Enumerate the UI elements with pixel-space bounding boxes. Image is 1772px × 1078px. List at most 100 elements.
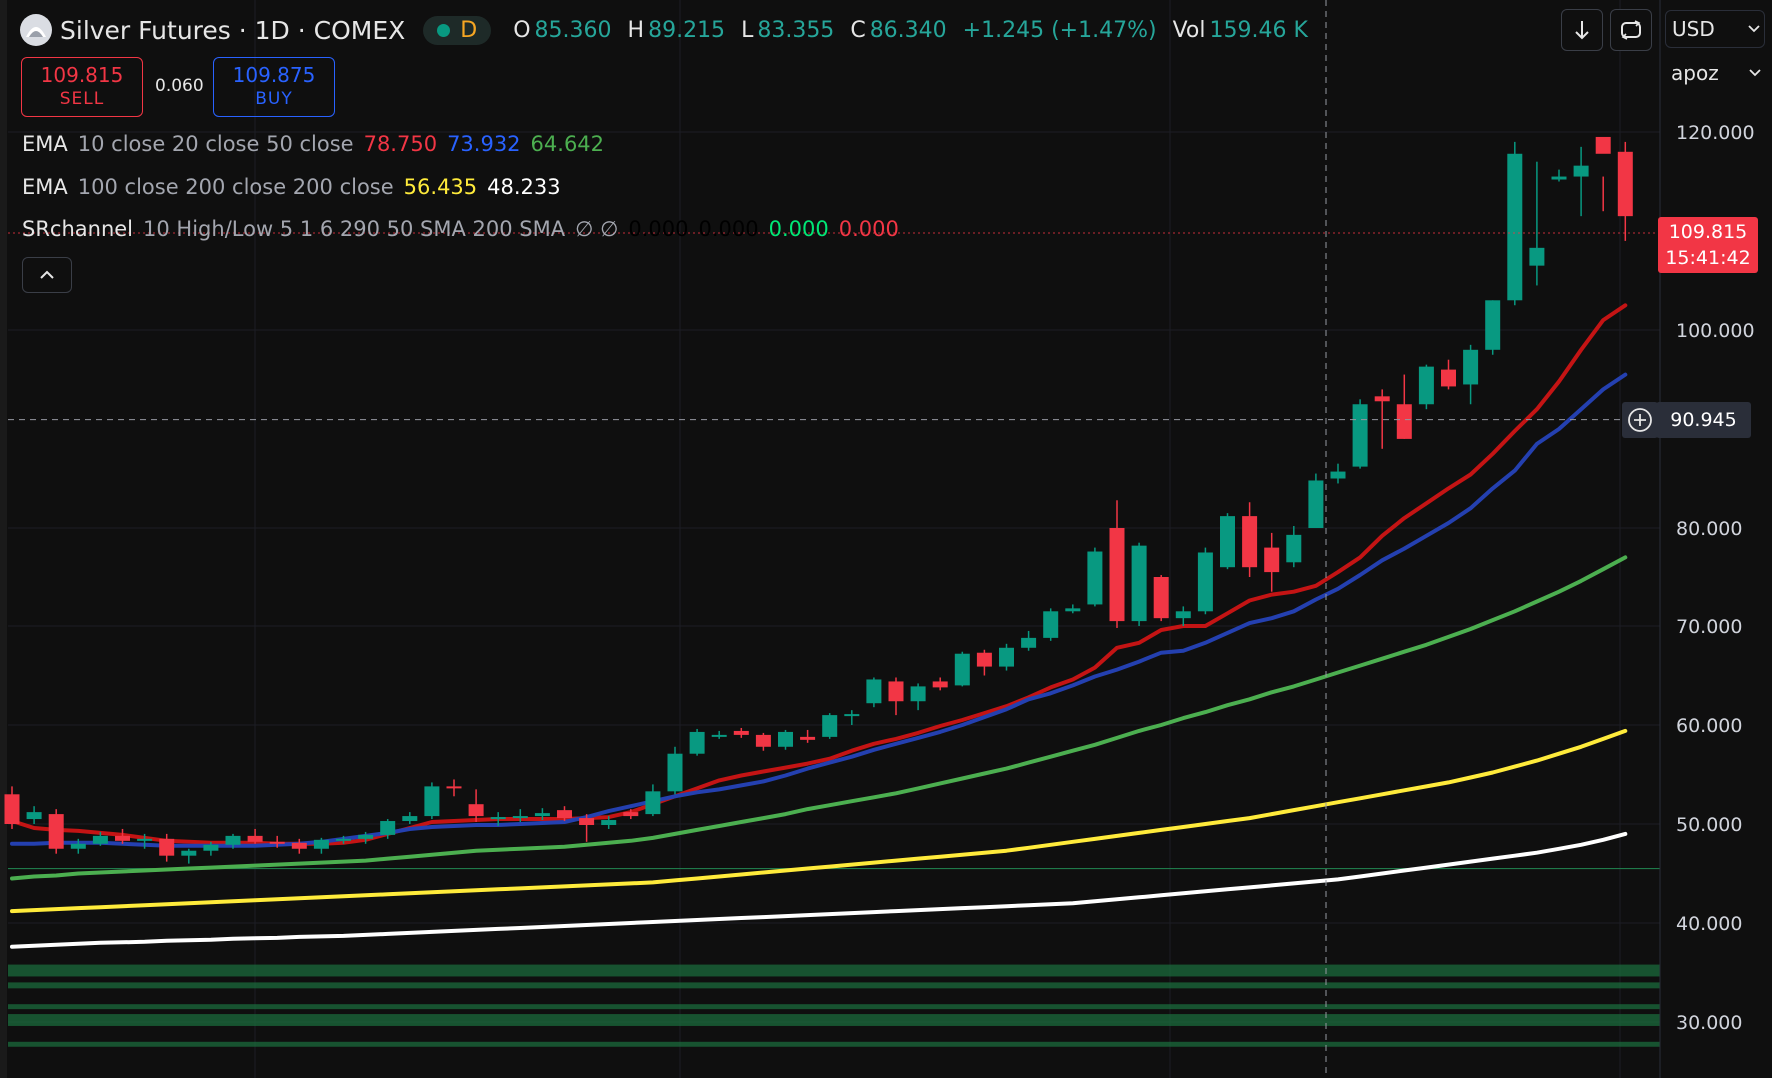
indicator-srchannel[interactable]: SRchannel 10 High/Low 5 1 6 290 50 SMA 2… (22, 217, 899, 241)
close-value: 86.340 (869, 17, 947, 43)
candle-body (822, 715, 838, 737)
ohlc-values: O 85.360 H 89.215 L 83.355 C 86.340 +1.245 (… (513, 18, 1320, 43)
indicator-ema-1[interactable]: EMA 10 close 20 close 50 close 78.750 73… (22, 132, 604, 156)
candle-body (181, 850, 197, 856)
candle-body (336, 838, 351, 841)
candle-body (1264, 547, 1280, 573)
candle-body (159, 838, 175, 856)
sell-button[interactable]: 109.815 SELL (21, 57, 143, 117)
currency-select[interactable]: USD (1665, 10, 1765, 48)
spread-value: 0.060 (155, 76, 204, 96)
price-tick-label: 40.000 (1676, 913, 1742, 935)
volume-value: 159.46 K (1209, 17, 1308, 43)
ema20-value: 73.932 (447, 132, 521, 156)
candle-body (291, 842, 307, 849)
candle-body (380, 821, 396, 835)
sr-value-2: 0.000 (698, 217, 759, 241)
sr-zone (8, 1041, 1660, 1047)
candle-body (711, 734, 727, 737)
open-label: O (513, 17, 531, 43)
ema-50-line (10, 555, 1628, 881)
candle-body (247, 835, 263, 842)
candle-body (999, 647, 1014, 667)
indicator-ema-2[interactable]: EMA 100 close 200 close 200 close 56.435… (22, 175, 561, 199)
candle-body (1175, 611, 1191, 619)
sell-label: SELL (59, 89, 105, 109)
buy-button[interactable]: 109.875 BUY (213, 57, 335, 117)
candle-body (1242, 516, 1258, 568)
candle-body (1330, 471, 1346, 479)
market-open-dot-icon (437, 23, 451, 37)
candle-body (1352, 404, 1368, 467)
candle-body (70, 843, 86, 849)
candle-body (866, 679, 882, 704)
indicator-params: 10 close 20 close 50 close (77, 132, 354, 156)
add-alert-button[interactable] (1622, 402, 1658, 438)
ema200-value: 48.233 (487, 175, 561, 199)
plus-circle-icon (1628, 408, 1652, 432)
high-value: 89.215 (648, 17, 726, 43)
candle-body (778, 731, 793, 747)
candle-body (1507, 153, 1523, 301)
ema100-value: 56.435 (403, 175, 478, 199)
ema-100-line (10, 728, 1628, 914)
account-select[interactable]: apoz (1665, 54, 1765, 92)
candle-body (1441, 369, 1456, 387)
market-status-badge[interactable]: D (423, 15, 492, 45)
candle-body (932, 681, 948, 688)
fullscreen-button[interactable] (1610, 9, 1652, 51)
candle-body (1286, 534, 1302, 563)
candle-body (468, 804, 484, 817)
candle-body (1131, 545, 1147, 622)
download-button[interactable] (1561, 9, 1603, 51)
price-tick-label: 60.000 (1676, 715, 1742, 737)
candle-body (800, 736, 816, 740)
candle-body (1551, 176, 1567, 180)
candle-body (1109, 528, 1125, 622)
sr-zone (8, 1004, 1660, 1010)
candle-body (623, 812, 639, 817)
chevron-down-icon (1748, 25, 1760, 33)
candle-body (1573, 165, 1589, 177)
candle-body (1485, 300, 1501, 350)
sr-value-1: 0.000 (628, 217, 689, 241)
price-axis-background (1660, 0, 1772, 1078)
empty-set-icons: ∅ ∅ (575, 217, 619, 241)
candle-body (579, 818, 595, 825)
candle-body (1153, 577, 1169, 619)
arrow-down-icon (1575, 21, 1589, 40)
candle-body (490, 817, 506, 820)
candle-body (137, 838, 153, 841)
low-value: 83.355 (757, 17, 835, 43)
candle-body (424, 786, 440, 817)
candle-body (358, 834, 374, 839)
indicator-name: EMA (22, 175, 68, 199)
candle-body (910, 686, 926, 702)
candle-body (1463, 349, 1479, 385)
candle-body (26, 812, 42, 820)
change-value: +1.245 (+1.47%) (962, 17, 1157, 43)
symbol-title[interactable]: Silver Futures · 1D · COMEX (60, 15, 406, 45)
sell-price: 109.815 (40, 63, 124, 87)
price-tick-label: 50.000 (1676, 814, 1742, 836)
low-label: L (741, 17, 754, 43)
candle-body (667, 753, 683, 792)
collapse-legend-button[interactable] (22, 257, 72, 293)
last-price-tag: 109.815 15:41:42 (1658, 217, 1758, 273)
candle-body (645, 791, 661, 815)
price-tick-label: 30.000 (1676, 1012, 1742, 1034)
price-tick-label: 100.000 (1676, 320, 1755, 342)
candle-body (601, 820, 617, 825)
candle-body (844, 714, 860, 717)
buy-label: BUY (255, 89, 293, 109)
candle-body (92, 835, 108, 844)
close-label: C (850, 17, 866, 43)
candle-body (1418, 366, 1434, 405)
candle-body (1087, 551, 1103, 605)
indicator-params: 100 close 200 close 200 close (77, 175, 394, 199)
high-label: H (627, 17, 645, 43)
price-tick-label: 70.000 (1676, 616, 1742, 638)
candle-body (313, 839, 329, 849)
candle-body (689, 731, 705, 754)
